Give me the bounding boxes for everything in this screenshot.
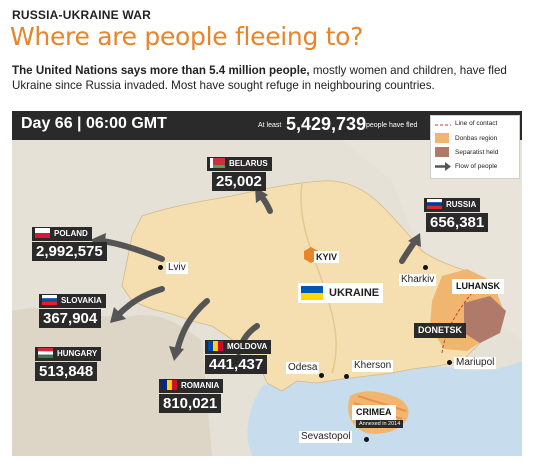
city-kherson: Kherson [352, 360, 394, 372]
legend-donbas-label: Donbas region [455, 135, 498, 142]
region-donetsk: DONETSK [414, 323, 467, 338]
region-luhansk: LUHANSK [452, 279, 504, 294]
country-romania: ROMANIA 810,021 [159, 375, 224, 413]
legend-separatist-label: Separatist held [455, 149, 499, 156]
russia-label: RUSSIA [446, 200, 477, 209]
hungary-flag-icon [38, 348, 53, 358]
country-moldova: MOLDOVA 441,437 [205, 336, 272, 374]
belarus-flag-icon [210, 158, 225, 168]
country-romania-name: ROMANIA [159, 379, 224, 393]
country-poland: POLAND 2,992,575 [32, 223, 107, 261]
fled-label: people have fled [366, 122, 418, 129]
legend-separatist-swatch [435, 147, 449, 157]
romania-label: ROMANIA [181, 381, 220, 390]
country-russia: RUSSIA 656,381 [424, 194, 489, 232]
hungary-label: HUNGARY [57, 349, 98, 358]
country-slovakia-value: 367,904 [39, 309, 102, 328]
map-panel: Day 66 | 06:00 GMT At least 5,429,739 pe… [12, 111, 522, 456]
arrowhead-russia [408, 233, 421, 247]
arrowhead-slovakia [110, 307, 126, 323]
legend-donbas-swatch [435, 133, 449, 143]
intro-bold: The United Nations says more than 5.4 mi… [12, 64, 310, 77]
contact-line [441, 280, 485, 354]
city-lviv: Lviv [166, 262, 188, 274]
ukraine-label: UKRAINE [298, 283, 384, 303]
country-poland-value: 2,992,575 [32, 242, 107, 261]
slovakia-flag-icon [42, 295, 57, 305]
separatist-region [464, 296, 506, 343]
legend: Line of contact Donbas region Separatist… [430, 115, 520, 179]
mariupol-dot [447, 360, 452, 365]
arrowhead-hungary [169, 346, 184, 361]
country-slovakia: SLOVAKIA 367,904 [39, 290, 106, 328]
poland-label: POLAND [54, 229, 88, 238]
arrow-slovakia [114, 286, 165, 319]
country-slovakia-name: SLOVAKIA [39, 294, 106, 308]
country-moldova-name: MOLDOVA [205, 340, 272, 354]
sevastopol-dot [364, 437, 369, 442]
country-russia-value: 656,381 [426, 213, 489, 232]
total-refugees: 5,429,739 [286, 114, 367, 134]
slovakia-label: SLOVAKIA [61, 296, 102, 305]
ukraine-flag-icon [301, 286, 323, 300]
ukraine-name: UKRAINE [329, 287, 380, 299]
legend-flow-label: Flow of people [455, 163, 498, 170]
headline: Where are people fleeing to? [10, 22, 364, 51]
country-poland-name: POLAND [32, 227, 92, 241]
country-belarus: BELARUS 25,002 [207, 153, 272, 191]
crimea-annex-note: Annexed in 2014 [356, 420, 404, 428]
country-belarus-name: BELARUS [207, 157, 272, 171]
poland-flag-icon [35, 228, 50, 238]
kherson-dot [344, 374, 349, 379]
country-belarus-value: 25,002 [212, 172, 266, 191]
city-kyiv: KYIV [314, 251, 340, 263]
at-least-label: At least [258, 122, 282, 129]
country-hungary-value: 513,848 [35, 362, 98, 381]
country-russia-name: RUSSIA [424, 198, 481, 212]
city-mariupol: Mariupol [454, 357, 497, 369]
arrow-poland [99, 238, 165, 262]
intro-rest: mostly women and children, have fled Ukr… [12, 64, 507, 92]
city-sevastopol: Sevastopol [299, 431, 353, 443]
arrowhead-belarus [255, 187, 268, 203]
lviv-dot [158, 265, 163, 270]
dnipro-river [300, 182, 337, 374]
city-kharkiv: Kharkiv [399, 274, 437, 286]
belarus-label: BELARUS [229, 159, 268, 168]
russia-flag-icon [427, 199, 442, 209]
country-romania-value: 810,021 [159, 394, 222, 413]
arrow-hungary [174, 298, 210, 354]
moldova-label: MOLDOVA [227, 342, 268, 351]
country-hungary-name: HUNGARY [35, 347, 102, 361]
moldova-flag-icon [208, 341, 223, 351]
country-moldova-value: 441,437 [205, 355, 268, 374]
legend-contact-label: Line of contact [455, 120, 498, 127]
kharkiv-dot [423, 265, 428, 270]
day-label: Day 66 | 06:00 GMT [21, 115, 167, 132]
odesa-dot [319, 373, 324, 378]
kicker: RUSSIA-UKRAINE WAR [12, 8, 151, 22]
legend-contact-swatch [435, 124, 451, 126]
intro-text: The United Nations says more than 5.4 mi… [12, 63, 517, 93]
region-crimea: CRIMEA [352, 405, 396, 420]
country-hungary: HUNGARY 513,848 [35, 343, 102, 381]
city-odesa: Odesa [286, 362, 320, 374]
legend-flow-arrow-icon [435, 162, 451, 171]
carpathian-region [12, 308, 212, 456]
romania-flag-icon [162, 380, 177, 390]
